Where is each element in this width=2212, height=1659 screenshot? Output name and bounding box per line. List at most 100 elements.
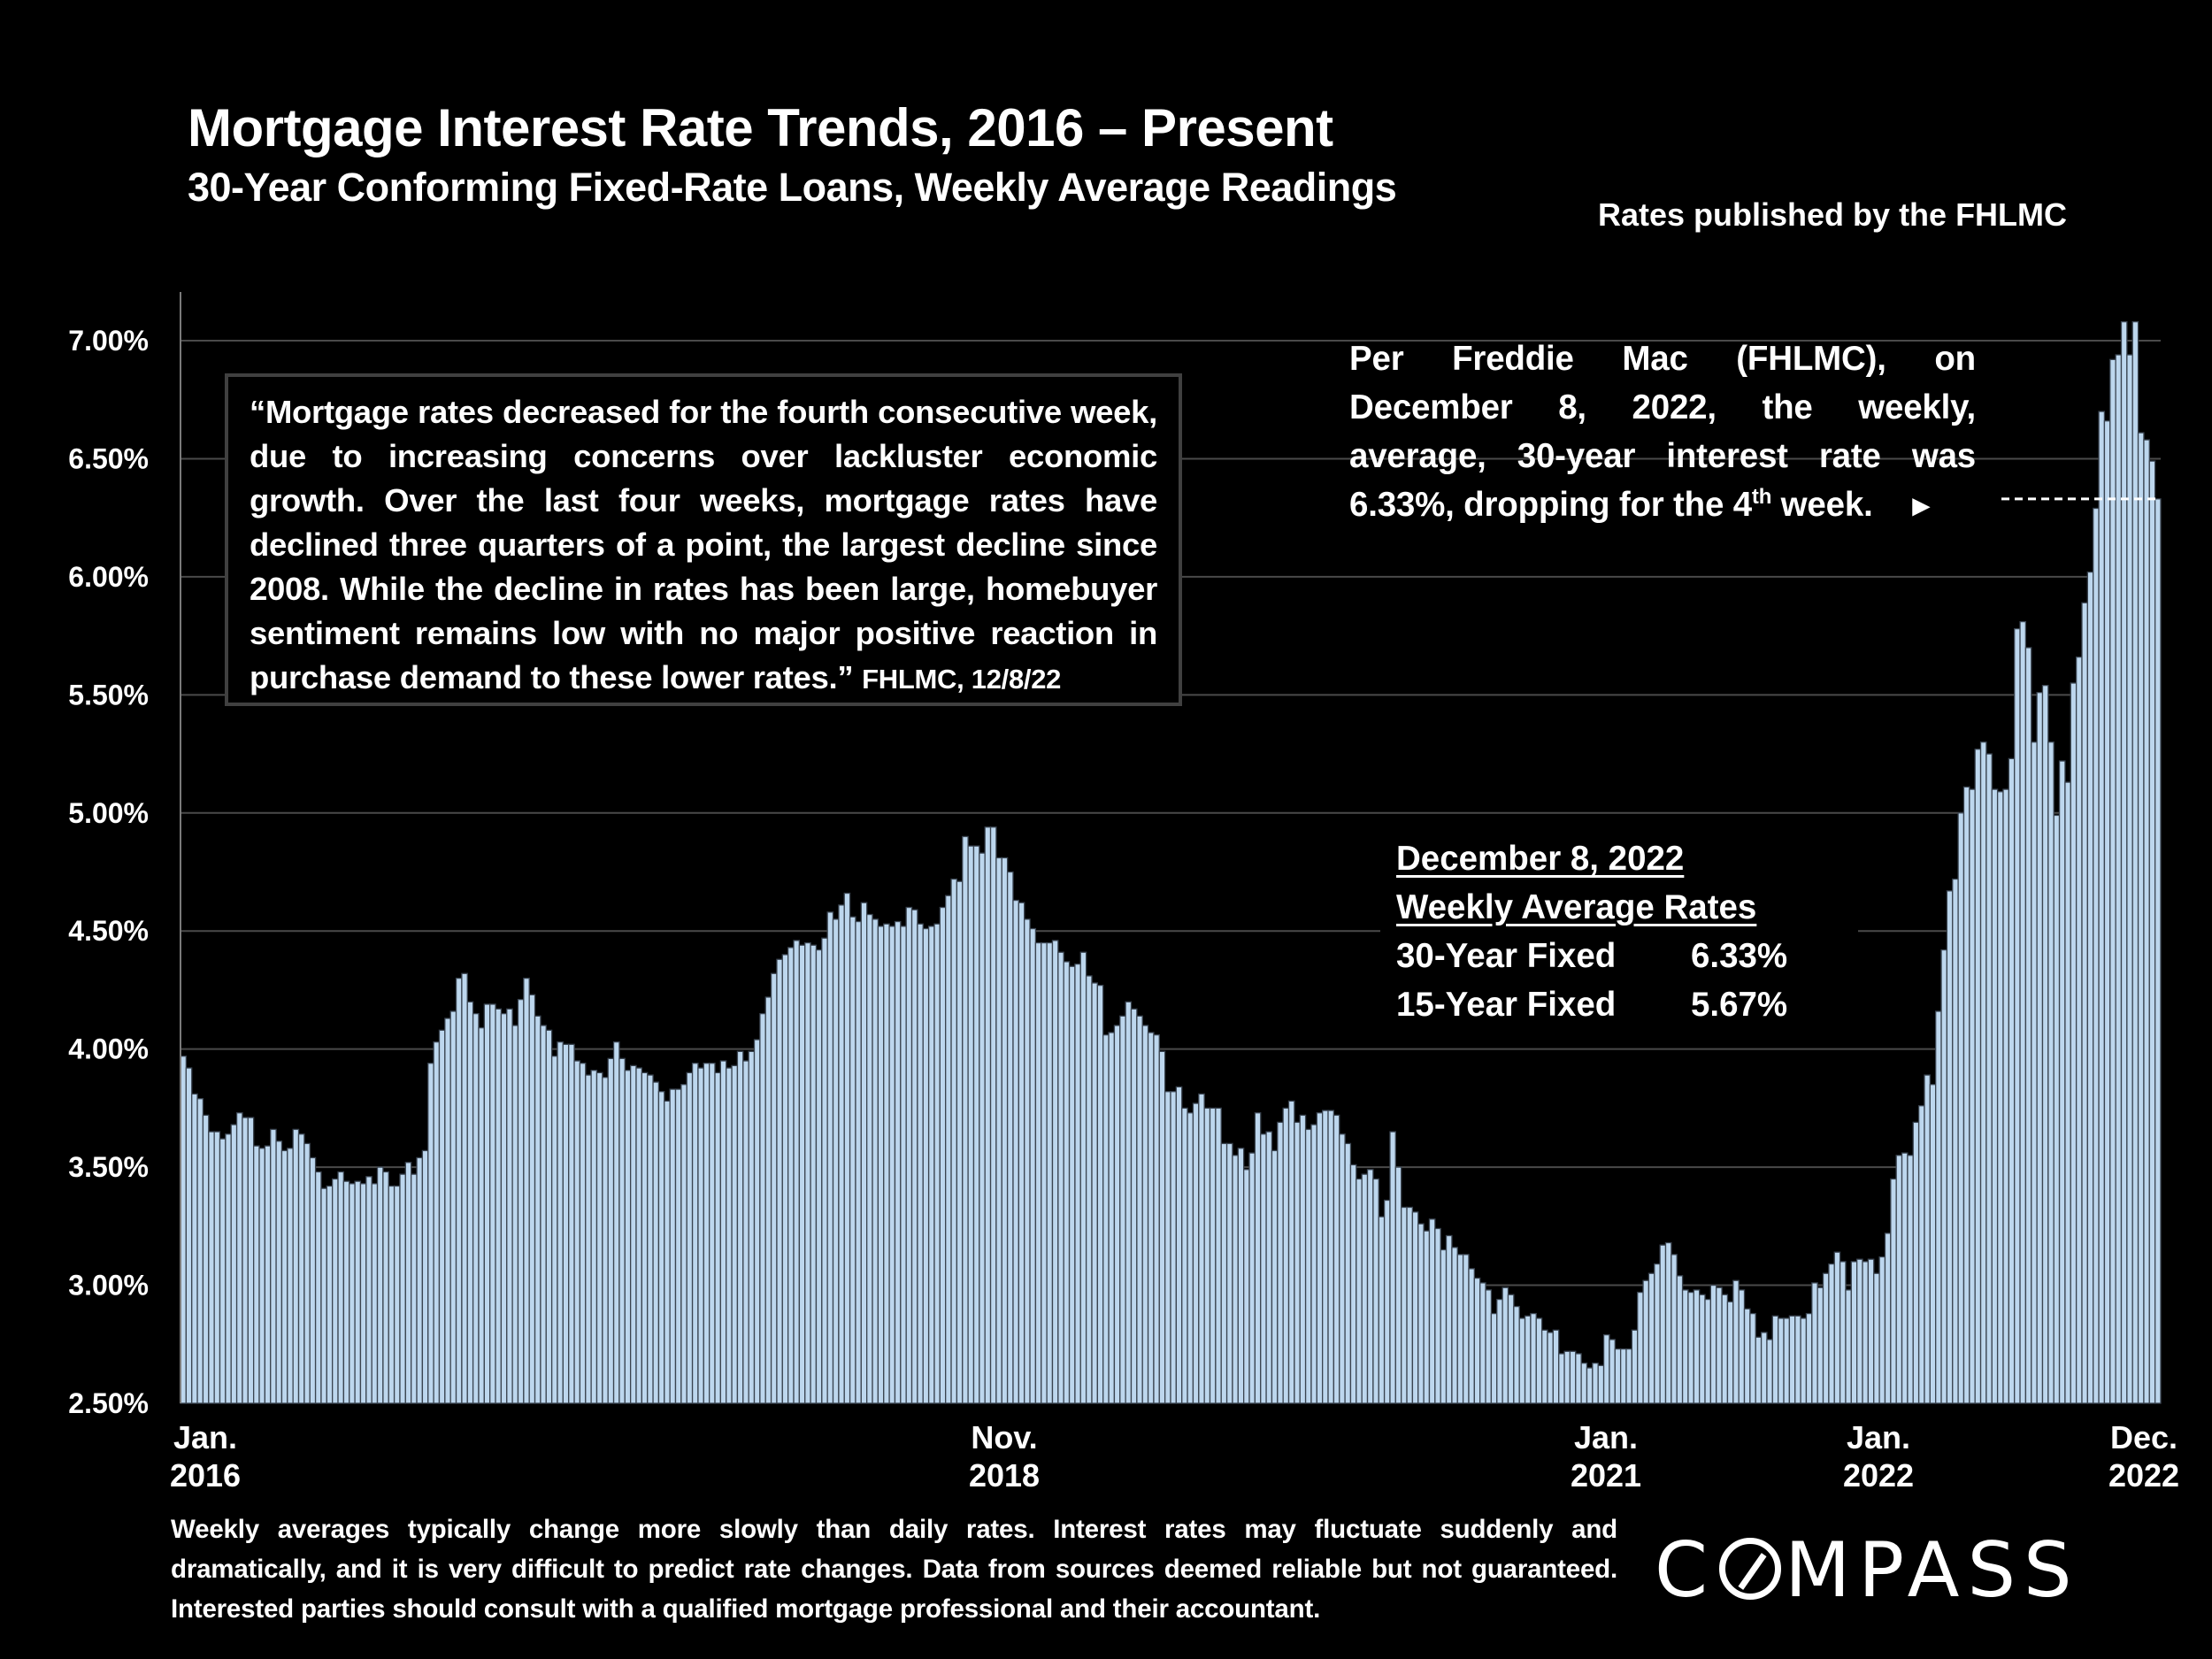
- bar: [922, 927, 930, 1404]
- bar: [2109, 358, 2116, 1404]
- bar: [877, 926, 885, 1404]
- bar: [664, 1100, 671, 1404]
- bar: [793, 940, 801, 1404]
- bar: [1153, 1034, 1160, 1404]
- bar: [1462, 1254, 1470, 1404]
- bar: [2103, 420, 2111, 1404]
- bar: [989, 826, 997, 1404]
- bar: [726, 1067, 733, 1404]
- bar: [534, 1015, 541, 1404]
- bar: [2064, 781, 2071, 1404]
- note-text: Per Freddie Mac (FHLMC), on December 8, …: [1349, 340, 1976, 524]
- bar: [714, 1071, 722, 1404]
- bar: [1602, 1333, 1610, 1404]
- bar: [1125, 1001, 1133, 1404]
- chart-title: Mortgage Interest Rate Trends, 2016 – Pr…: [188, 98, 1333, 157]
- bar: [860, 902, 868, 1404]
- bar: [843, 892, 851, 1404]
- bar: [359, 1183, 367, 1404]
- bar: [1833, 1251, 1841, 1404]
- bar: [416, 1156, 424, 1404]
- bar: [1631, 1329, 1639, 1404]
- bar: [1502, 1286, 1509, 1404]
- bar: [1327, 1110, 1335, 1404]
- bar: [483, 1003, 491, 1404]
- bar: [1041, 941, 1048, 1404]
- bar: [787, 947, 795, 1404]
- bar: [455, 977, 463, 1404]
- y-tick-label: 7.00%: [68, 325, 149, 357]
- bar: [764, 996, 772, 1404]
- bar: [1361, 1173, 1369, 1404]
- bar: [1440, 1248, 1448, 1404]
- bar: [545, 1029, 553, 1404]
- bar: [573, 1060, 581, 1404]
- bar: [1647, 1272, 1655, 1404]
- weekly-rates-box: December 8, 2022 Weekly Average Rates 30…: [1380, 827, 1858, 1035]
- bar: [1716, 1286, 1723, 1404]
- bar: [984, 826, 992, 1404]
- bar: [742, 1060, 749, 1404]
- logo-text-end: MPASS: [1785, 1526, 2080, 1615]
- bar: [1051, 940, 1059, 1404]
- bar: [393, 1185, 401, 1404]
- bar: [1778, 1317, 1785, 1404]
- bar: [1394, 1166, 1402, 1404]
- bar: [612, 1041, 620, 1404]
- bar: [939, 906, 947, 1404]
- bar: [972, 845, 980, 1404]
- bar: [1614, 1348, 1622, 1404]
- x-tick-label-month: Dec.: [2110, 1419, 2177, 1455]
- bar: [528, 994, 536, 1404]
- bar: [314, 1171, 322, 1404]
- bar: [213, 1131, 221, 1404]
- bar: [472, 1012, 480, 1404]
- bar: [1935, 1010, 1942, 1404]
- bar: [962, 835, 969, 1404]
- bar: [1749, 1312, 1756, 1404]
- bar: [657, 1091, 665, 1404]
- y-tick-labels: 2.50% 3.00% 3.50% 4.00% 4.50% 5.00% 5.50% 6.00%…: [68, 325, 149, 1419]
- bar: [1294, 1121, 1301, 1404]
- bar: [697, 1067, 704, 1404]
- bar: [1637, 1291, 1644, 1404]
- bar: [1671, 1254, 1678, 1404]
- bar: [1524, 1315, 1532, 1404]
- bar: [1771, 1315, 1779, 1404]
- bar: [1411, 1211, 1419, 1404]
- bars: [180, 320, 2162, 1404]
- x-tick-label-year: 2022: [2108, 1457, 2179, 1494]
- bar: [337, 1171, 345, 1404]
- bar: [894, 920, 902, 1404]
- bar: [731, 1064, 739, 1404]
- current-rate-note: Per Freddie Mac (FHLMC), on December 8, …: [1349, 334, 1976, 531]
- bar: [1726, 1301, 1734, 1404]
- bar: [1816, 1286, 1824, 1404]
- bar: [1530, 1312, 1537, 1404]
- bar: [292, 1128, 300, 1404]
- bar: [438, 1029, 446, 1404]
- y-tick-label: 4.50%: [68, 915, 149, 947]
- rate-row: 15-Year Fixed 5.67%: [1396, 980, 1842, 1029]
- bar: [466, 1001, 474, 1404]
- bar: [585, 1074, 592, 1404]
- disclaimer: Weekly averages typically change more sl…: [171, 1515, 1617, 1624]
- bar: [1220, 1142, 1228, 1404]
- x-tick-label-month: Nov.: [971, 1419, 1037, 1455]
- bar: [1811, 1282, 1818, 1404]
- bar: [838, 904, 845, 1404]
- bar: [1243, 1169, 1250, 1404]
- note-text-end: week.: [1771, 486, 1873, 524]
- bar: [2024, 647, 2032, 1404]
- bar: [1760, 1332, 1768, 1404]
- bar: [444, 1018, 451, 1404]
- bar: [1873, 1272, 1880, 1404]
- bar: [2081, 602, 2088, 1404]
- bar: [404, 1162, 412, 1404]
- bar: [320, 1187, 327, 1404]
- bar: [1389, 1131, 1396, 1404]
- bar: [1339, 1133, 1346, 1404]
- bar: [196, 1098, 204, 1404]
- bar: [1401, 1206, 1408, 1404]
- bar: [1929, 1084, 1937, 1404]
